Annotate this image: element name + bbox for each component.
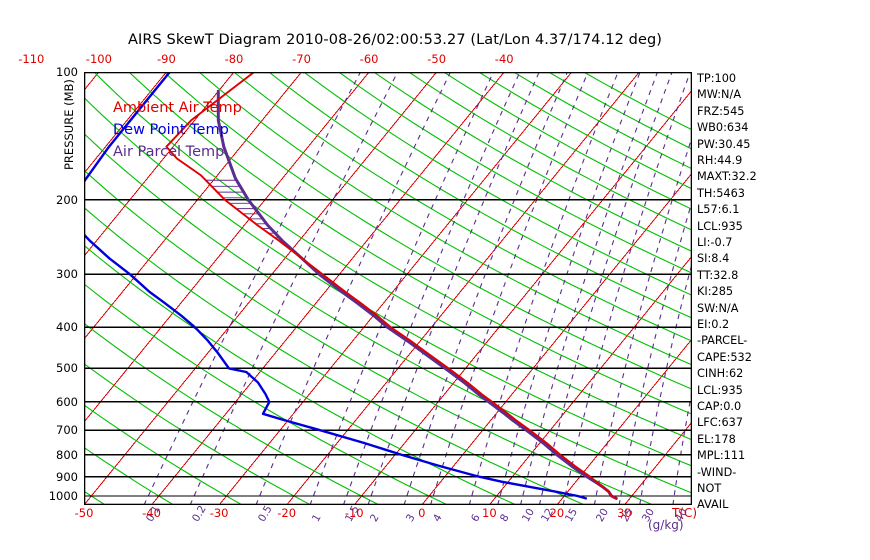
pressure-tick: 100 bbox=[56, 65, 78, 79]
pressure-tick: 300 bbox=[56, 267, 78, 282]
parameter-item: -PARCEL- bbox=[697, 334, 748, 348]
parameter-item: LI:-0.7 bbox=[697, 236, 733, 249]
legend-dew-point-temp: Dew Point Temp bbox=[113, 122, 229, 138]
parameter-item: LCL:935 bbox=[697, 219, 743, 233]
top-temp-tick: -100 bbox=[85, 52, 112, 66]
bottom-temp-tick: -10 bbox=[344, 506, 364, 520]
parameter-item: MAXT:32.2 bbox=[697, 170, 757, 184]
skewt-canvas bbox=[84, 72, 692, 505]
parameter-item: NOT bbox=[697, 482, 722, 495]
parameter-item: SW:N/A bbox=[697, 301, 739, 315]
pressure-tick: 1000 bbox=[48, 489, 78, 503]
mixing-ratio-unit-label: (g/kg) bbox=[648, 518, 684, 532]
parameter-item: MPL:111 bbox=[697, 449, 746, 463]
parameter-item: -WIND- bbox=[697, 465, 737, 479]
top-temperature-axis: -120-110-100-90-80-70-60-50-40 bbox=[0, 0, 870, 70]
parameter-item: LFC:637 bbox=[697, 416, 744, 430]
pressure-tick: 400 bbox=[56, 320, 78, 335]
bottom-temp-tick: 20 bbox=[549, 506, 565, 520]
parameter-item: TH:5463 bbox=[697, 186, 745, 200]
top-temp-tick: -50 bbox=[427, 52, 447, 66]
parameter-item: PW:30.45 bbox=[697, 137, 751, 151]
parameter-item: RH:44.9 bbox=[697, 154, 743, 167]
pressure-tick: 200 bbox=[56, 192, 78, 207]
bottom-temp-tick: -20 bbox=[277, 506, 297, 520]
temperature-unit-label: T(C) bbox=[672, 506, 698, 520]
parameter-item: TP:100 bbox=[697, 72, 737, 85]
bottom-temp-tick: -40 bbox=[142, 506, 161, 520]
top-temp-tick: -90 bbox=[157, 52, 176, 66]
parameter-item: WB0:634 bbox=[697, 121, 749, 135]
top-temp-tick: -60 bbox=[359, 52, 379, 66]
pressure-tick: 500 bbox=[56, 361, 78, 376]
parameter-item: MW:N/A bbox=[697, 88, 742, 102]
parameter-item: EL:178 bbox=[697, 432, 736, 446]
parameter-item: L57:6.1 bbox=[697, 203, 740, 217]
parameter-item: SI:8.4 bbox=[697, 252, 730, 266]
legend-ambient-air-temp: Ambient Air Temp bbox=[113, 100, 242, 116]
parameter-item: CINH:62 bbox=[697, 367, 744, 381]
bottom-temp-tick: 0 bbox=[418, 506, 426, 520]
bottom-temp-tick: 30 bbox=[617, 506, 632, 520]
bottom-temp-tick: -50 bbox=[74, 506, 94, 520]
top-temp-tick: -40 bbox=[494, 52, 514, 66]
parameter-item: CAP:0.0 bbox=[697, 400, 742, 413]
parameter-item: KI:285 bbox=[697, 285, 734, 299]
parameter-item: TT:32.8 bbox=[697, 268, 739, 282]
parameter-item: LCL:935 bbox=[697, 383, 743, 397]
pressure-tick: 900 bbox=[56, 469, 78, 484]
pressure-tick: 800 bbox=[56, 447, 78, 462]
parameter-item: CAPE:532 bbox=[697, 350, 752, 364]
bottom-temp-tick: -30 bbox=[209, 506, 229, 520]
pressure-tick: 600 bbox=[56, 394, 78, 409]
parameter-item: EI:0.2 bbox=[697, 318, 730, 331]
plot-area bbox=[84, 72, 692, 505]
parameter-item: FRZ:545 bbox=[697, 104, 745, 118]
pressure-tick: 700 bbox=[56, 423, 78, 438]
bottom-temp-tick: 10 bbox=[482, 506, 497, 520]
top-temp-tick: -80 bbox=[224, 52, 244, 66]
legend-air-parcel-temp: Air Parcel Temp bbox=[113, 144, 225, 160]
top-temp-tick: -70 bbox=[292, 52, 311, 66]
top-temp-tick: -110 bbox=[18, 52, 45, 66]
parameter-item: AVAIL bbox=[697, 498, 729, 512]
page-title: AIRS SkewT Diagram 2010-08-26/02:00:53.2… bbox=[127, 32, 663, 48]
